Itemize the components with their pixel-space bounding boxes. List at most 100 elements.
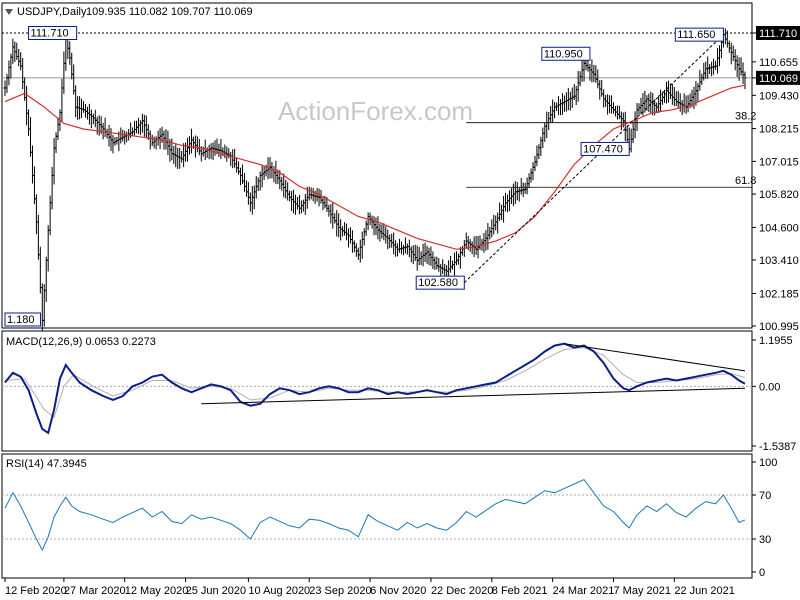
- ohlc-bar: [93, 109, 97, 128]
- price-tick-label: 110.655: [759, 57, 798, 69]
- ohlc-bar: [423, 242, 427, 263]
- ohlc-bar: [107, 124, 111, 147]
- ohlc-bar: [590, 59, 594, 83]
- ohlc-bar: [608, 95, 612, 114]
- ohlc-bar: [374, 217, 378, 236]
- ohlc-bar: [295, 196, 299, 210]
- ohlc-bar: [74, 85, 78, 118]
- ohlc-bar: [451, 260, 455, 270]
- ohlc-bar: [384, 226, 388, 244]
- ohlc-bar: [525, 177, 529, 195]
- ohlc-bar: [366, 212, 370, 231]
- ohlc-bar: [623, 111, 627, 142]
- ohlc-bar: [425, 245, 429, 264]
- ohlc-bar: [500, 204, 504, 221]
- time-tick-label: 25 Jun 2020: [186, 585, 247, 597]
- ohlc-bar: [635, 102, 639, 132]
- ohlc-bar: [678, 93, 682, 112]
- ohlc-bar: [741, 62, 745, 85]
- price-tick-label: 100.995: [759, 321, 799, 333]
- moving-average-line: [4, 84, 746, 250]
- ohlc-bar: [504, 192, 508, 212]
- ohlc-bar: [235, 157, 239, 173]
- ohlc-bar: [335, 210, 339, 237]
- ohlc-bar: [17, 49, 21, 67]
- ohlc-bar: [505, 194, 509, 213]
- ohlc-bar: [401, 244, 405, 256]
- ohlc-bar: [486, 223, 490, 250]
- ohlc-bar: [274, 160, 278, 185]
- ohlc-bar: [615, 105, 619, 120]
- rsi-tick-label: 30: [759, 534, 771, 546]
- rsi-tick-label: 100: [759, 457, 777, 469]
- ohlc-bar: [262, 166, 266, 180]
- ohlc-bar: [282, 173, 286, 198]
- ohlc-bar: [403, 237, 407, 254]
- ohlc-bar: [82, 101, 86, 113]
- ohlc-bar: [668, 83, 672, 100]
- ohlc-bar: [633, 111, 637, 139]
- ohlc-bar: [596, 69, 600, 89]
- ohlc-bar: [413, 244, 417, 262]
- annotation-box: [4, 312, 41, 327]
- ohlc-bar: [427, 247, 431, 266]
- ohlc-bar: [474, 235, 478, 255]
- annotation-label: 102.580: [418, 277, 458, 289]
- ohlc-bar: [598, 80, 602, 100]
- ohlc-bar: [227, 148, 231, 159]
- price-levels: 38.2 61.8: [2, 32, 756, 188]
- ohlc-bar: [46, 225, 50, 272]
- ohlc-bar: [729, 42, 733, 65]
- price-tick-label: 102.185: [759, 288, 799, 300]
- ohlc-bar: [213, 140, 217, 156]
- ohlc-bar: [354, 243, 358, 257]
- macd-tick-label: 0.00: [759, 381, 780, 393]
- ohlc-bar: [40, 283, 44, 331]
- price-tag-label: 111.710: [759, 28, 797, 40]
- ohlc-bar: [350, 230, 354, 253]
- ohlc-bar: [352, 240, 356, 253]
- price-annotation: 107.470: [580, 141, 630, 156]
- ohlc-bar: [341, 226, 345, 237]
- ohlc-bar: [11, 38, 15, 64]
- ohlc-bar: [637, 103, 641, 115]
- ohlc-bar: [54, 132, 58, 153]
- ohlc-bar: [256, 177, 260, 192]
- ohlc-bar: [731, 45, 735, 61]
- ohlc-bar: [290, 190, 294, 212]
- ohlc-bar: [743, 71, 747, 90]
- time-tick-label: 8 Feb 2021: [492, 585, 548, 597]
- ohlc-bar: [449, 256, 453, 273]
- ohlc-bar: [89, 109, 93, 129]
- ohlc-bar: [606, 94, 610, 115]
- ohlc-bar: [244, 180, 248, 197]
- ohlc-bar: [103, 117, 107, 137]
- ohlc-bar: [629, 128, 633, 153]
- ohlc-bar: [735, 55, 739, 77]
- ohlc-bar: [716, 48, 720, 74]
- ohlc-bar: [619, 111, 623, 131]
- ohlc-bar: [452, 252, 456, 276]
- ohlc-bar: [714, 60, 718, 70]
- ohlc-bar: [488, 226, 492, 240]
- ohlc-bar: [382, 223, 386, 241]
- ohlc-bar: [670, 84, 674, 105]
- ohlc-bar: [710, 61, 714, 77]
- ohlc-bar: [682, 93, 686, 113]
- macd-tick-label: -1.5387: [759, 441, 796, 453]
- ohlc-bar: [52, 138, 56, 185]
- ohlc-bar: [484, 230, 488, 251]
- ohlc-bar: [706, 56, 710, 79]
- rsi-layer: [2, 478, 752, 552]
- ohlc-bar: [91, 113, 95, 125]
- time-tick-label: 10 Aug 2020: [248, 585, 310, 597]
- ohlc-bar: [150, 134, 154, 147]
- ohlc-bar: [733, 49, 737, 71]
- time-tick-label: 23 Sep 2020: [309, 585, 371, 597]
- ohlc-bar: [594, 65, 598, 83]
- ohlc-bar: [176, 147, 180, 170]
- time-tick-label: 12 Feb 2020: [5, 585, 67, 597]
- price-tick-label: 108.215: [759, 124, 799, 136]
- ohlc-bar: [700, 73, 704, 85]
